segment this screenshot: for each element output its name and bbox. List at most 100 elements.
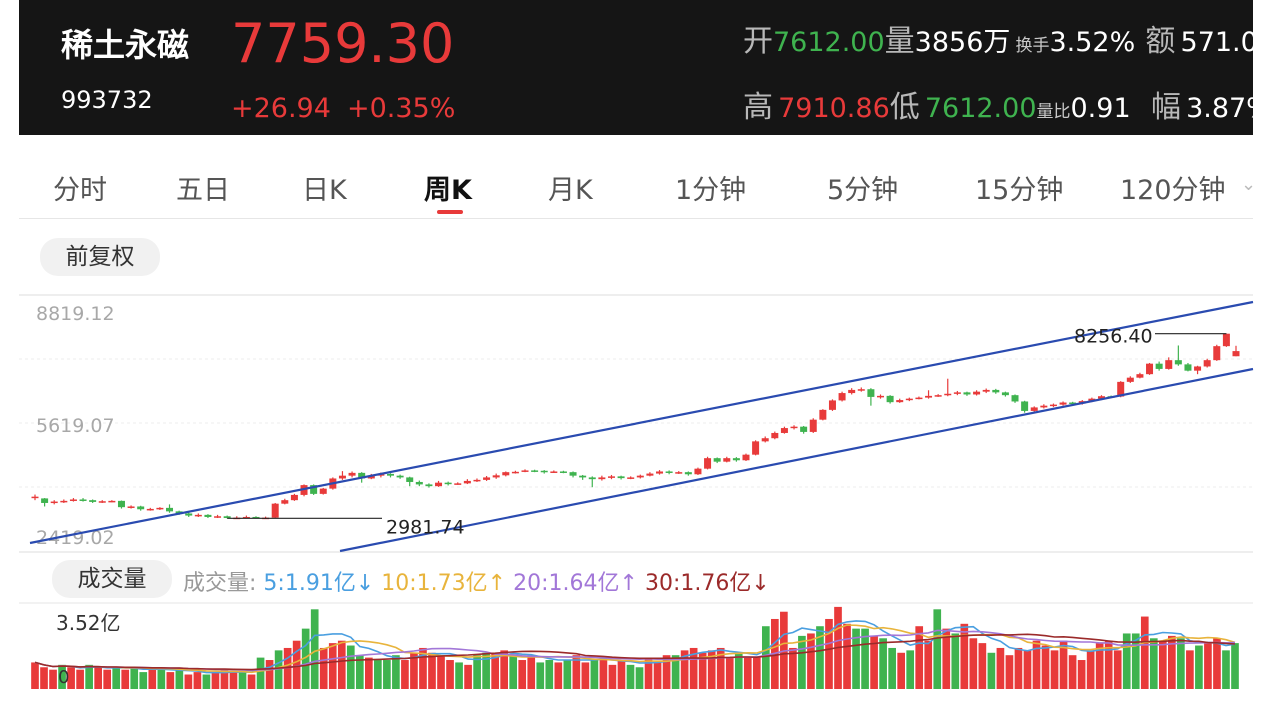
volume-bar xyxy=(680,650,689,689)
volume-bar xyxy=(265,660,274,689)
candle-body xyxy=(925,395,933,398)
candle-body xyxy=(98,501,106,503)
candle-body xyxy=(223,516,231,519)
vol-ratio-label: 量比 xyxy=(1036,102,1071,122)
candle-body xyxy=(108,500,116,503)
period-tabs: 分时 五日 日K 周K 月K 1分钟 5分钟 15分钟 120分钟 ⌄ xyxy=(19,150,1257,219)
candle-body xyxy=(848,389,856,394)
volume-max-label: 3.52亿 xyxy=(56,611,121,635)
amount-value: 571.0 xyxy=(1180,27,1253,58)
volume-bar xyxy=(283,647,292,689)
volume-bar xyxy=(978,643,987,689)
volume-bar xyxy=(310,609,319,689)
chevron-down-icon[interactable]: ⌄ xyxy=(1241,174,1257,195)
candle-body xyxy=(531,470,539,472)
adjust-toggle[interactable]: 前复权 xyxy=(40,238,160,276)
volume-bar xyxy=(1149,638,1158,689)
volume-bar xyxy=(1140,616,1149,689)
tab-weekly-k[interactable]: 周K xyxy=(424,175,472,206)
volume-bar xyxy=(1186,650,1194,689)
volume-bar xyxy=(220,669,229,689)
volume-bar xyxy=(292,640,301,689)
candle-body xyxy=(982,389,990,392)
volume-bar xyxy=(581,662,590,689)
candle-body xyxy=(367,475,375,479)
volume-bar xyxy=(725,657,734,689)
price-axis-tick: 5619.07 xyxy=(36,415,115,437)
volume-bar xyxy=(879,638,887,689)
volume-indicator-button[interactable]: 成交量 xyxy=(52,560,172,598)
candle-body xyxy=(1174,360,1182,365)
amplitude-value: 3.87% xyxy=(1186,93,1253,124)
candle-body xyxy=(896,400,904,403)
volume-bar xyxy=(139,672,148,689)
active-tab-indicator xyxy=(437,210,463,214)
price-axis-tick: 8819.12 xyxy=(36,303,115,325)
volume-bar xyxy=(960,623,969,689)
volume-bar xyxy=(590,660,599,689)
volume-bar xyxy=(1104,640,1113,689)
candle-body xyxy=(31,496,39,499)
volume-bar xyxy=(40,667,48,689)
tab-intraday[interactable]: 分时 xyxy=(53,175,107,206)
candle-body xyxy=(1059,402,1067,405)
volume-bar xyxy=(617,660,626,689)
candle-body xyxy=(281,500,289,504)
volume-bar xyxy=(789,647,797,689)
volume-bar xyxy=(211,672,220,689)
tab-15min[interactable]: 15分钟 xyxy=(975,175,1064,206)
volume-bar xyxy=(996,647,1005,689)
candle-body xyxy=(598,477,606,480)
volume-bar xyxy=(410,652,418,689)
candle-body xyxy=(1040,405,1048,408)
lower-channel-line xyxy=(339,367,1254,553)
candle-body xyxy=(607,476,615,478)
volume-bar xyxy=(374,660,382,689)
volume-bar xyxy=(752,657,761,689)
candle-body xyxy=(569,472,577,476)
volume-bar xyxy=(85,664,93,689)
volume-bar xyxy=(419,647,427,689)
candle-body xyxy=(1126,377,1134,382)
turnover-value: 3.52% xyxy=(1049,27,1136,58)
volume-bar xyxy=(1023,650,1032,689)
candle-body xyxy=(69,499,77,501)
volume-bar xyxy=(491,652,499,689)
volume-bar xyxy=(816,626,824,689)
ma10-value: 10:1.73亿 xyxy=(381,571,488,596)
candle-body xyxy=(1165,360,1173,369)
volume-bar xyxy=(121,669,130,689)
volume-bar xyxy=(193,672,202,689)
candle-body xyxy=(60,500,68,503)
tab-1min[interactable]: 1分钟 xyxy=(675,175,747,206)
volume-bar xyxy=(852,628,860,689)
volume-bar xyxy=(175,669,184,689)
candle-body xyxy=(444,482,452,485)
volume-bar xyxy=(653,662,662,689)
tab-5min[interactable]: 5分钟 xyxy=(827,175,899,206)
candle-body xyxy=(79,499,87,501)
candle-body xyxy=(617,476,625,479)
volume-bar xyxy=(807,633,815,689)
volume-bar xyxy=(761,626,770,689)
volume-bar xyxy=(31,662,39,689)
volume-bar xyxy=(464,664,472,689)
volume-bar xyxy=(355,655,364,689)
candle-body xyxy=(1146,363,1154,375)
volume-bar xyxy=(599,657,608,689)
volume-bar xyxy=(635,667,644,689)
tab-monthly-k[interactable]: 月K xyxy=(548,175,593,206)
tab-daily-k[interactable]: 日K xyxy=(302,175,347,206)
tab-120min[interactable]: 120分钟 xyxy=(1120,175,1226,206)
candle-body xyxy=(761,438,769,442)
candle-body xyxy=(1011,395,1019,402)
volume-bar xyxy=(518,660,527,689)
volume-ma30-line xyxy=(34,633,1236,671)
volume-bar xyxy=(626,664,635,689)
tab-five-day[interactable]: 五日 xyxy=(176,175,230,206)
candle-body xyxy=(435,482,443,487)
candle-body xyxy=(1155,363,1163,369)
volume-bar xyxy=(942,628,951,689)
candle-body xyxy=(944,393,952,396)
